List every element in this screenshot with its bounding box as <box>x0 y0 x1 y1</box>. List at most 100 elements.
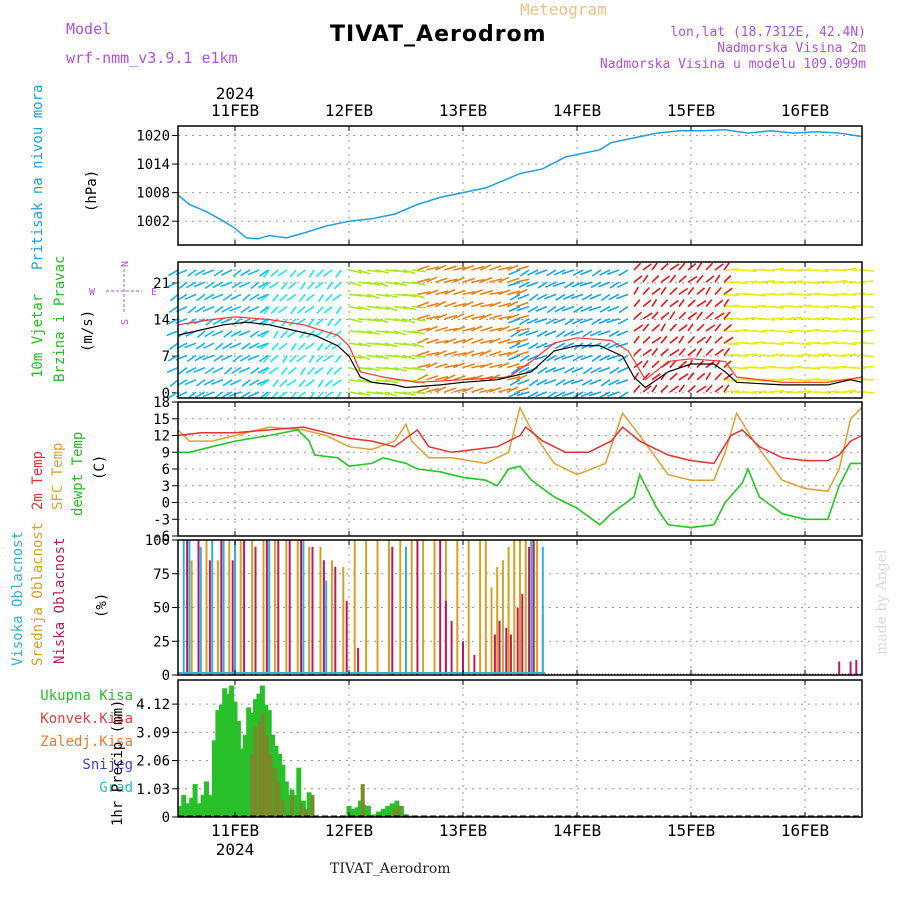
wind-arrow <box>788 391 803 394</box>
wind-arrow <box>761 279 775 283</box>
wind-arrow <box>651 298 658 308</box>
cloud-mid-bar <box>387 540 390 675</box>
wind-arrow <box>453 313 465 320</box>
wind-arrow <box>417 265 430 271</box>
precip-conv-bar <box>258 721 263 817</box>
wind-arrow <box>471 278 485 283</box>
wind-arrow <box>444 288 456 296</box>
cloud-mid-bar <box>296 540 299 675</box>
wind-arrow <box>589 293 602 300</box>
wind-arrow <box>507 326 521 332</box>
wind-arrow <box>508 391 521 398</box>
wind-arrow <box>195 305 206 313</box>
wind-arrow <box>669 274 677 283</box>
wind-arrow <box>169 342 179 350</box>
wind-arrow <box>571 330 584 337</box>
cloud-mid-bar <box>330 560 333 676</box>
precip-total-bar <box>184 803 190 817</box>
precip-conv-bar <box>261 712 266 817</box>
panel-frame <box>177 679 863 818</box>
wind-arrow <box>660 384 669 393</box>
wind-arrow <box>241 342 251 350</box>
wind-arrow <box>687 286 695 295</box>
wind-arrow <box>633 360 643 369</box>
wind-arrow <box>212 281 224 289</box>
wind-arrow <box>435 290 449 296</box>
wind-arrow <box>705 335 712 344</box>
wind-arrow <box>268 281 279 289</box>
wind-arrow <box>788 269 803 272</box>
wind-arrow <box>815 391 830 394</box>
wind-arrow <box>417 291 431 296</box>
wind-arrow <box>563 366 575 374</box>
wind-arrow <box>323 269 333 277</box>
model-elevation-label: Nadmorska Visina u modelu 109.099m <box>599 57 866 72</box>
wind-arrow <box>517 379 530 386</box>
temp-2m-label: 2m Temp <box>30 450 46 510</box>
cloud-mid-bar <box>273 540 276 675</box>
cloud-low-bar <box>322 560 325 676</box>
wind-arrow <box>564 318 575 326</box>
wind-arrow <box>230 293 242 301</box>
wind-arrow <box>633 335 640 344</box>
precip-total-bar <box>229 685 235 817</box>
wind-arrow <box>770 353 785 357</box>
cloud-mid-bar <box>285 540 288 675</box>
wind-arrow <box>599 305 611 313</box>
wind-arrow <box>305 379 315 387</box>
wind-arrow <box>600 293 611 302</box>
wind-arrow <box>761 318 776 321</box>
wind-arrow <box>696 336 706 344</box>
wind-arrow <box>516 337 529 344</box>
wind-arrow <box>178 281 188 290</box>
wind-arrow <box>348 305 363 310</box>
wind-arrow <box>444 327 458 332</box>
wind-arrow <box>770 267 785 271</box>
wind-arrow <box>815 342 830 345</box>
wind-arrow <box>788 316 802 320</box>
wind-arrow <box>824 304 839 308</box>
wind-arrow <box>426 338 439 344</box>
wind-arrow <box>417 363 431 369</box>
wind-arrow <box>580 391 593 398</box>
wind-arrow <box>714 323 722 332</box>
wind-arrow <box>589 330 602 337</box>
wind-arrow <box>599 354 611 362</box>
wind-arrow <box>642 274 649 283</box>
wind-arrow <box>257 366 269 374</box>
wind-arrow <box>633 311 642 320</box>
wind-arrow <box>417 301 430 308</box>
wind-arrow <box>536 330 548 338</box>
wind-arrow <box>357 342 371 348</box>
cloud-high-bar <box>199 546 202 676</box>
wind-arrow <box>696 287 706 296</box>
wind-arrow <box>591 354 602 362</box>
wind-arrow <box>537 366 548 375</box>
cloud-low-bar <box>473 654 476 676</box>
wind-arrow <box>453 388 467 393</box>
wind-arrow <box>687 348 697 357</box>
wind-arrow <box>435 264 447 271</box>
wind-arrow <box>779 330 794 334</box>
wind-arrow <box>498 351 512 357</box>
wind-arrow <box>366 354 381 359</box>
wind-arrow <box>453 339 467 344</box>
cloud-high-bar <box>325 580 328 675</box>
wind-arrow <box>435 339 449 344</box>
wind-arrow <box>527 391 539 399</box>
wind-arrow <box>462 327 476 332</box>
wind-arrow <box>402 391 416 397</box>
wind-arrow <box>278 305 288 314</box>
wind-arrow <box>633 348 642 356</box>
wind-arrow <box>272 330 279 339</box>
wind-arrow <box>508 269 521 276</box>
wind-arrow <box>752 304 767 308</box>
wind-arrow <box>527 354 539 362</box>
wind-arrow <box>633 299 641 308</box>
wind-arrow <box>607 305 620 312</box>
wind-arrow <box>366 293 380 299</box>
wind-arrow <box>375 281 389 287</box>
wind-arrow <box>588 391 602 397</box>
cloud-low-label: Niska Oblacnost <box>52 537 68 664</box>
cloud-mid-bar <box>190 560 193 676</box>
